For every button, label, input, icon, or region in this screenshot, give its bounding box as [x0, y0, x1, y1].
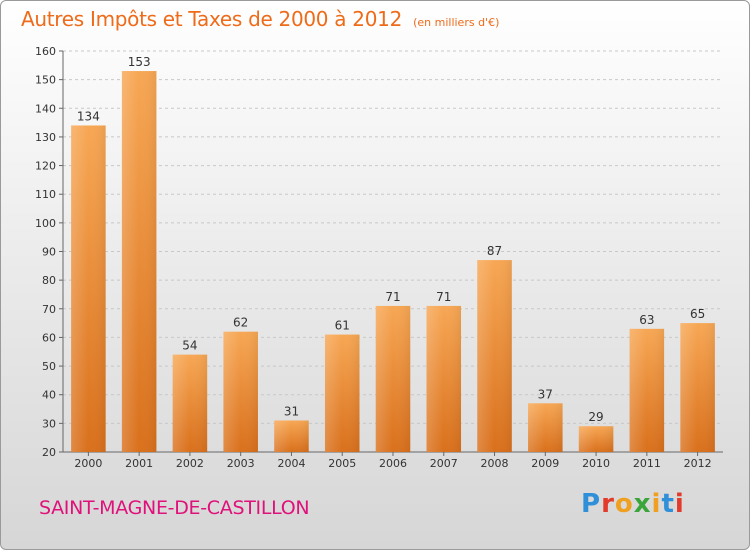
y-tick-label-100: 100 — [35, 217, 56, 230]
x-tick-label-2009: 2009 — [531, 457, 559, 470]
bar-value-label-2005: 61 — [335, 319, 350, 333]
commune-name: SAINT-MAGNE-DE-CASTILLON — [39, 497, 310, 519]
bar-shine-2006 — [375, 305, 411, 452]
bars — [71, 71, 715, 453]
logo-letter: x — [633, 489, 652, 519]
bar-value-label-2002: 54 — [182, 339, 197, 353]
bar-value-label-2000: 134 — [77, 109, 100, 123]
bar-value-label-2008: 87 — [487, 244, 502, 258]
axes: 20 30 40 50 60 70 80 90 100 110 120 130 140 150 160 200… — [35, 45, 723, 470]
y-tick-label-70: 70 — [42, 303, 56, 316]
y-tick-label-80: 80 — [42, 274, 56, 287]
y-tick-label-120: 120 — [35, 160, 56, 173]
x-tick-label-2005: 2005 — [328, 457, 356, 470]
bar-value-label-2010: 29 — [588, 410, 603, 424]
x-tick-label-2010: 2010 — [582, 457, 610, 470]
logo-letter: o — [614, 489, 634, 519]
y-tick-label-160: 160 — [35, 45, 56, 58]
chart-title-block: Autres Impôts et Taxes de 2000 à 2012 (e… — [21, 7, 499, 31]
bar-value-labels: 134 153 54 62 31 61 71 71 87 37 29 63 65 — [77, 55, 705, 424]
x-tick-label-2003: 2003 — [227, 457, 255, 470]
y-tick-label-40: 40 — [42, 389, 56, 402]
bar-shine-2000 — [71, 125, 106, 452]
bar-value-label-2009: 37 — [538, 387, 553, 401]
bar-value-label-2001: 153 — [128, 55, 151, 69]
x-tick-label-2011: 2011 — [633, 457, 661, 470]
y-tick-label-140: 140 — [35, 102, 56, 115]
x-tick-label-2004: 2004 — [277, 457, 305, 470]
y-tick-label-30: 30 — [42, 417, 56, 430]
bar-value-label-2006: 71 — [385, 290, 400, 304]
y-tick-label-90: 90 — [42, 246, 56, 259]
bar-shine-2012 — [680, 323, 715, 452]
bar-shine-2004 — [274, 420, 309, 452]
logo-letter: r — [601, 489, 615, 519]
bar-shine-2011 — [629, 328, 665, 452]
bar-shine-2001 — [121, 71, 157, 453]
y-tick-label-20: 20 — [42, 446, 56, 459]
bar-shine-2003 — [223, 331, 258, 452]
bar-shine-2002 — [172, 354, 208, 452]
logo-letter: P — [581, 489, 602, 519]
x-tick-label-2000: 2000 — [74, 457, 102, 470]
logo-letter: i — [674, 489, 685, 519]
bar-value-label-2004: 31 — [284, 404, 299, 418]
bar-value-label-2007: 71 — [436, 290, 451, 304]
bar-value-label-2003: 62 — [233, 316, 248, 330]
x-tick-label-2002: 2002 — [176, 457, 204, 470]
logo-letter: t — [661, 489, 675, 519]
proxiti-logo: Proxiti — [581, 489, 685, 519]
x-tick-label-2001: 2001 — [125, 457, 153, 470]
x-tick-label-2006: 2006 — [379, 457, 407, 470]
bar-shine-2010 — [578, 426, 614, 452]
y-tick-label-60: 60 — [42, 331, 56, 344]
x-tick-label-2007: 2007 — [430, 457, 458, 470]
y-tick-label-110: 110 — [35, 188, 56, 201]
bar-value-label-2011: 63 — [639, 313, 654, 327]
bar-shine-2008 — [477, 260, 512, 452]
chart-unit-label: (en milliers d'€) — [413, 16, 500, 29]
x-tick-label-2012: 2012 — [684, 457, 712, 470]
bar-shine-2007 — [426, 305, 462, 452]
logo-letter: i — [651, 489, 662, 519]
y-tick-label-130: 130 — [35, 131, 56, 144]
bar-shine-2009 — [528, 403, 563, 452]
y-tick-label-50: 50 — [42, 360, 56, 373]
y-tick-label-150: 150 — [35, 74, 56, 87]
x-tick-label-2008: 2008 — [481, 457, 509, 470]
chart-title: Autres Impôts et Taxes de 2000 à 2012 — [21, 7, 402, 31]
bar-shine-2005 — [324, 334, 360, 452]
bar-value-label-2012: 65 — [690, 307, 705, 321]
